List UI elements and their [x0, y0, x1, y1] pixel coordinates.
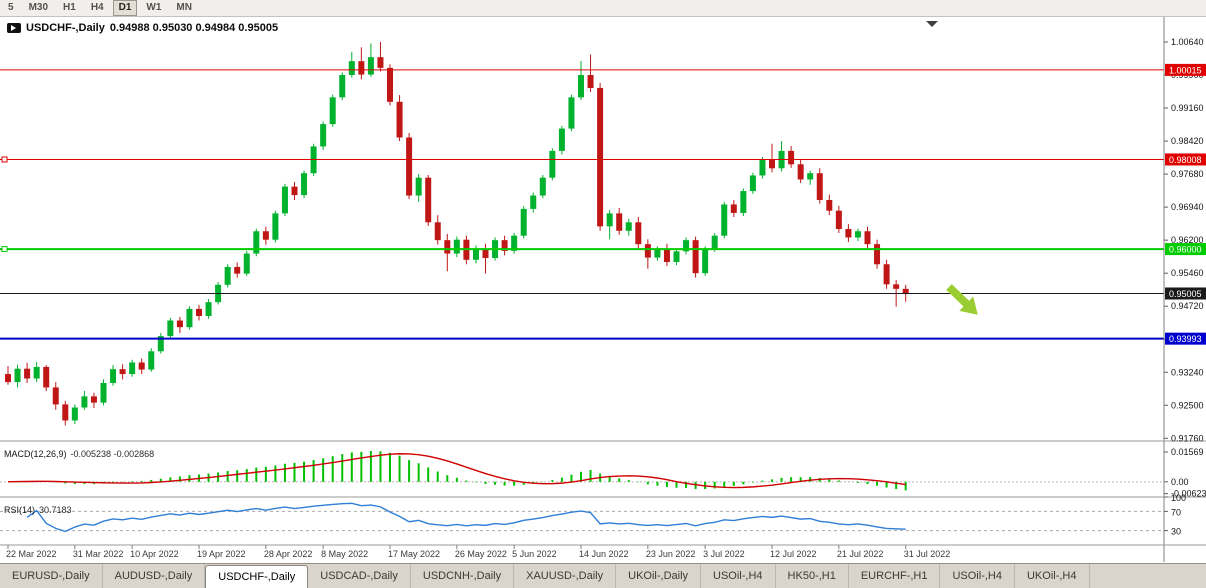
rsi-value: 30.7183: [39, 505, 72, 515]
date-tick-label: 21 Jul 2022: [837, 549, 884, 559]
macd-indicator-label: MACD(12,26,9) -0.005238 -0.002868: [4, 444, 154, 462]
price-tick-label: 0.96940: [1171, 202, 1204, 212]
symbol-marker-icon: [7, 23, 21, 33]
price-badge-0.95005: 0.95005: [1165, 287, 1206, 300]
down-arrow-object[interactable]: [942, 280, 985, 322]
price-badge-0.96000: 0.96000: [1165, 243, 1206, 256]
line-handle[interactable]: [1, 156, 8, 163]
macd-name: MACD(12,26,9): [4, 449, 67, 459]
date-tick-label: 31 Jul 2022: [904, 549, 951, 559]
rsi-tick-label: 100: [1171, 493, 1186, 503]
symbol-tab-usoil-h4[interactable]: USOil-,H4: [701, 564, 776, 588]
price-badge-0.98008: 0.98008: [1165, 153, 1206, 166]
price-tick-label: 0.97680: [1171, 169, 1204, 179]
rsi-name: RSI(14): [4, 505, 36, 515]
ohlc-values: 0.94988 0.95030 0.94984 0.95005: [109, 22, 279, 34]
svg-text:0.93993: 0.93993: [1169, 334, 1202, 344]
symbol-tab-usdcnh-daily[interactable]: USDCNH-,Daily: [411, 564, 515, 588]
date-tick-label: 23 Jun 2022: [646, 549, 696, 559]
price-badge-0.93993: 0.93993: [1165, 332, 1206, 345]
line-handle[interactable]: [1, 246, 8, 253]
svg-text:1.00015: 1.00015: [1169, 65, 1202, 75]
price-tick-label: 0.91760: [1171, 433, 1204, 443]
symbol-period-label: USDCHF-,Daily: [26, 22, 105, 34]
symbol-tab-eurusd-daily[interactable]: EURUSD-,Daily: [0, 564, 103, 588]
date-tick-label: 31 Mar 2022: [73, 549, 124, 559]
price-tick-label: 0.93240: [1171, 367, 1204, 377]
period-button-W1[interactable]: W1: [146, 2, 162, 13]
period-button-M30[interactable]: M30: [28, 2, 49, 13]
period-button-H1[interactable]: H1: [63, 2, 76, 13]
svg-text:0.98008: 0.98008: [1169, 155, 1202, 165]
chart-canvas[interactable]: 1.006400.999000.991600.984200.976800.969…: [0, 0, 1206, 563]
rsi-series: [0, 502, 1164, 533]
symbol-tab-hk50-h1[interactable]: HK50-,H1: [776, 564, 849, 588]
symbol-tab-usoil-h4[interactable]: USOil-,H4: [940, 564, 1015, 588]
date-tick-label: 14 Jun 2022: [579, 549, 629, 559]
date-tick-label: 26 May 2022: [455, 549, 507, 559]
period-button-D1[interactable]: D1: [112, 0, 138, 16]
symbol-tab-ukoil-h4[interactable]: UKOil-,H4: [1015, 564, 1090, 588]
date-tick-label: 3 Jul 2022: [703, 549, 745, 559]
svg-text:0.95005: 0.95005: [1169, 289, 1202, 299]
svg-text:0.96000: 0.96000: [1169, 245, 1202, 255]
rsi-tick-label: 30: [1171, 527, 1181, 537]
date-tick-label: 12 Jul 2022: [770, 549, 817, 559]
macd-values: -0.005238 -0.002868: [70, 449, 155, 459]
macd-tick-label: 0.01569: [1171, 447, 1204, 457]
rsi-indicator-label: RSI(14) 30.7183: [4, 500, 72, 518]
symbol-tabbar: EURUSD-,Daily AUDUSD-,Daily USDCHF-,Daily U…: [0, 563, 1206, 588]
macd-tick-label: -0.00623: [1171, 489, 1206, 499]
date-tick-label: 17 May 2022: [388, 549, 440, 559]
price-tick-label: 0.92500: [1171, 400, 1204, 410]
period-button-MN[interactable]: MN: [176, 2, 192, 13]
price-tick-label: 0.96200: [1171, 235, 1204, 245]
symbol-tab-usdchf-daily[interactable]: USDCHF-,Daily: [205, 565, 309, 588]
symbol-tab-usdcad-daily[interactable]: USDCAD-,Daily: [308, 564, 411, 588]
symbol-tab-ukoil-daily[interactable]: UKOil-,Daily: [616, 564, 702, 588]
symbol-tab-audusd-daily[interactable]: AUDUSD-,Daily: [103, 564, 206, 588]
date-tick-label: 8 May 2022: [321, 549, 368, 559]
date-tick-label: 19 Apr 2022: [197, 549, 246, 559]
price-tick-label: 0.95460: [1171, 268, 1204, 278]
price-tick-label: 0.99160: [1171, 103, 1204, 113]
price-tick-label: 1.00640: [1171, 37, 1204, 47]
symbol-tab-xauusd-daily[interactable]: XAUUSD-,Daily: [514, 564, 617, 588]
date-tick-label: 22 Mar 2022: [6, 549, 57, 559]
price-tick-label: 0.94720: [1171, 301, 1204, 311]
period-button-5[interactable]: 5: [8, 2, 14, 13]
date-tick-label: 28 Apr 2022: [264, 549, 313, 559]
symbol-tab-eurchf-h1[interactable]: EURCHF-,H1: [849, 564, 941, 588]
chart-title: USDCHF-,Daily 0.94988 0.95030 0.94984 0.…: [7, 22, 278, 34]
macd-tick-label: 0.00: [1171, 477, 1189, 487]
timeframe-toolbar: 5 M30 H1 H4 D1 W1 MN: [0, 0, 1206, 17]
chart-shift-marker[interactable]: [926, 21, 938, 27]
date-tick-label: 10 Apr 2022: [130, 549, 179, 559]
price-tick-label: 0.98420: [1171, 136, 1204, 146]
date-tick-label: 5 Jun 2022: [512, 549, 557, 559]
rsi-tick-label: 70: [1171, 507, 1181, 517]
period-button-H4[interactable]: H4: [90, 2, 104, 13]
macd-series: [0, 451, 1164, 491]
price-badge-1.00015: 1.00015: [1165, 63, 1206, 76]
